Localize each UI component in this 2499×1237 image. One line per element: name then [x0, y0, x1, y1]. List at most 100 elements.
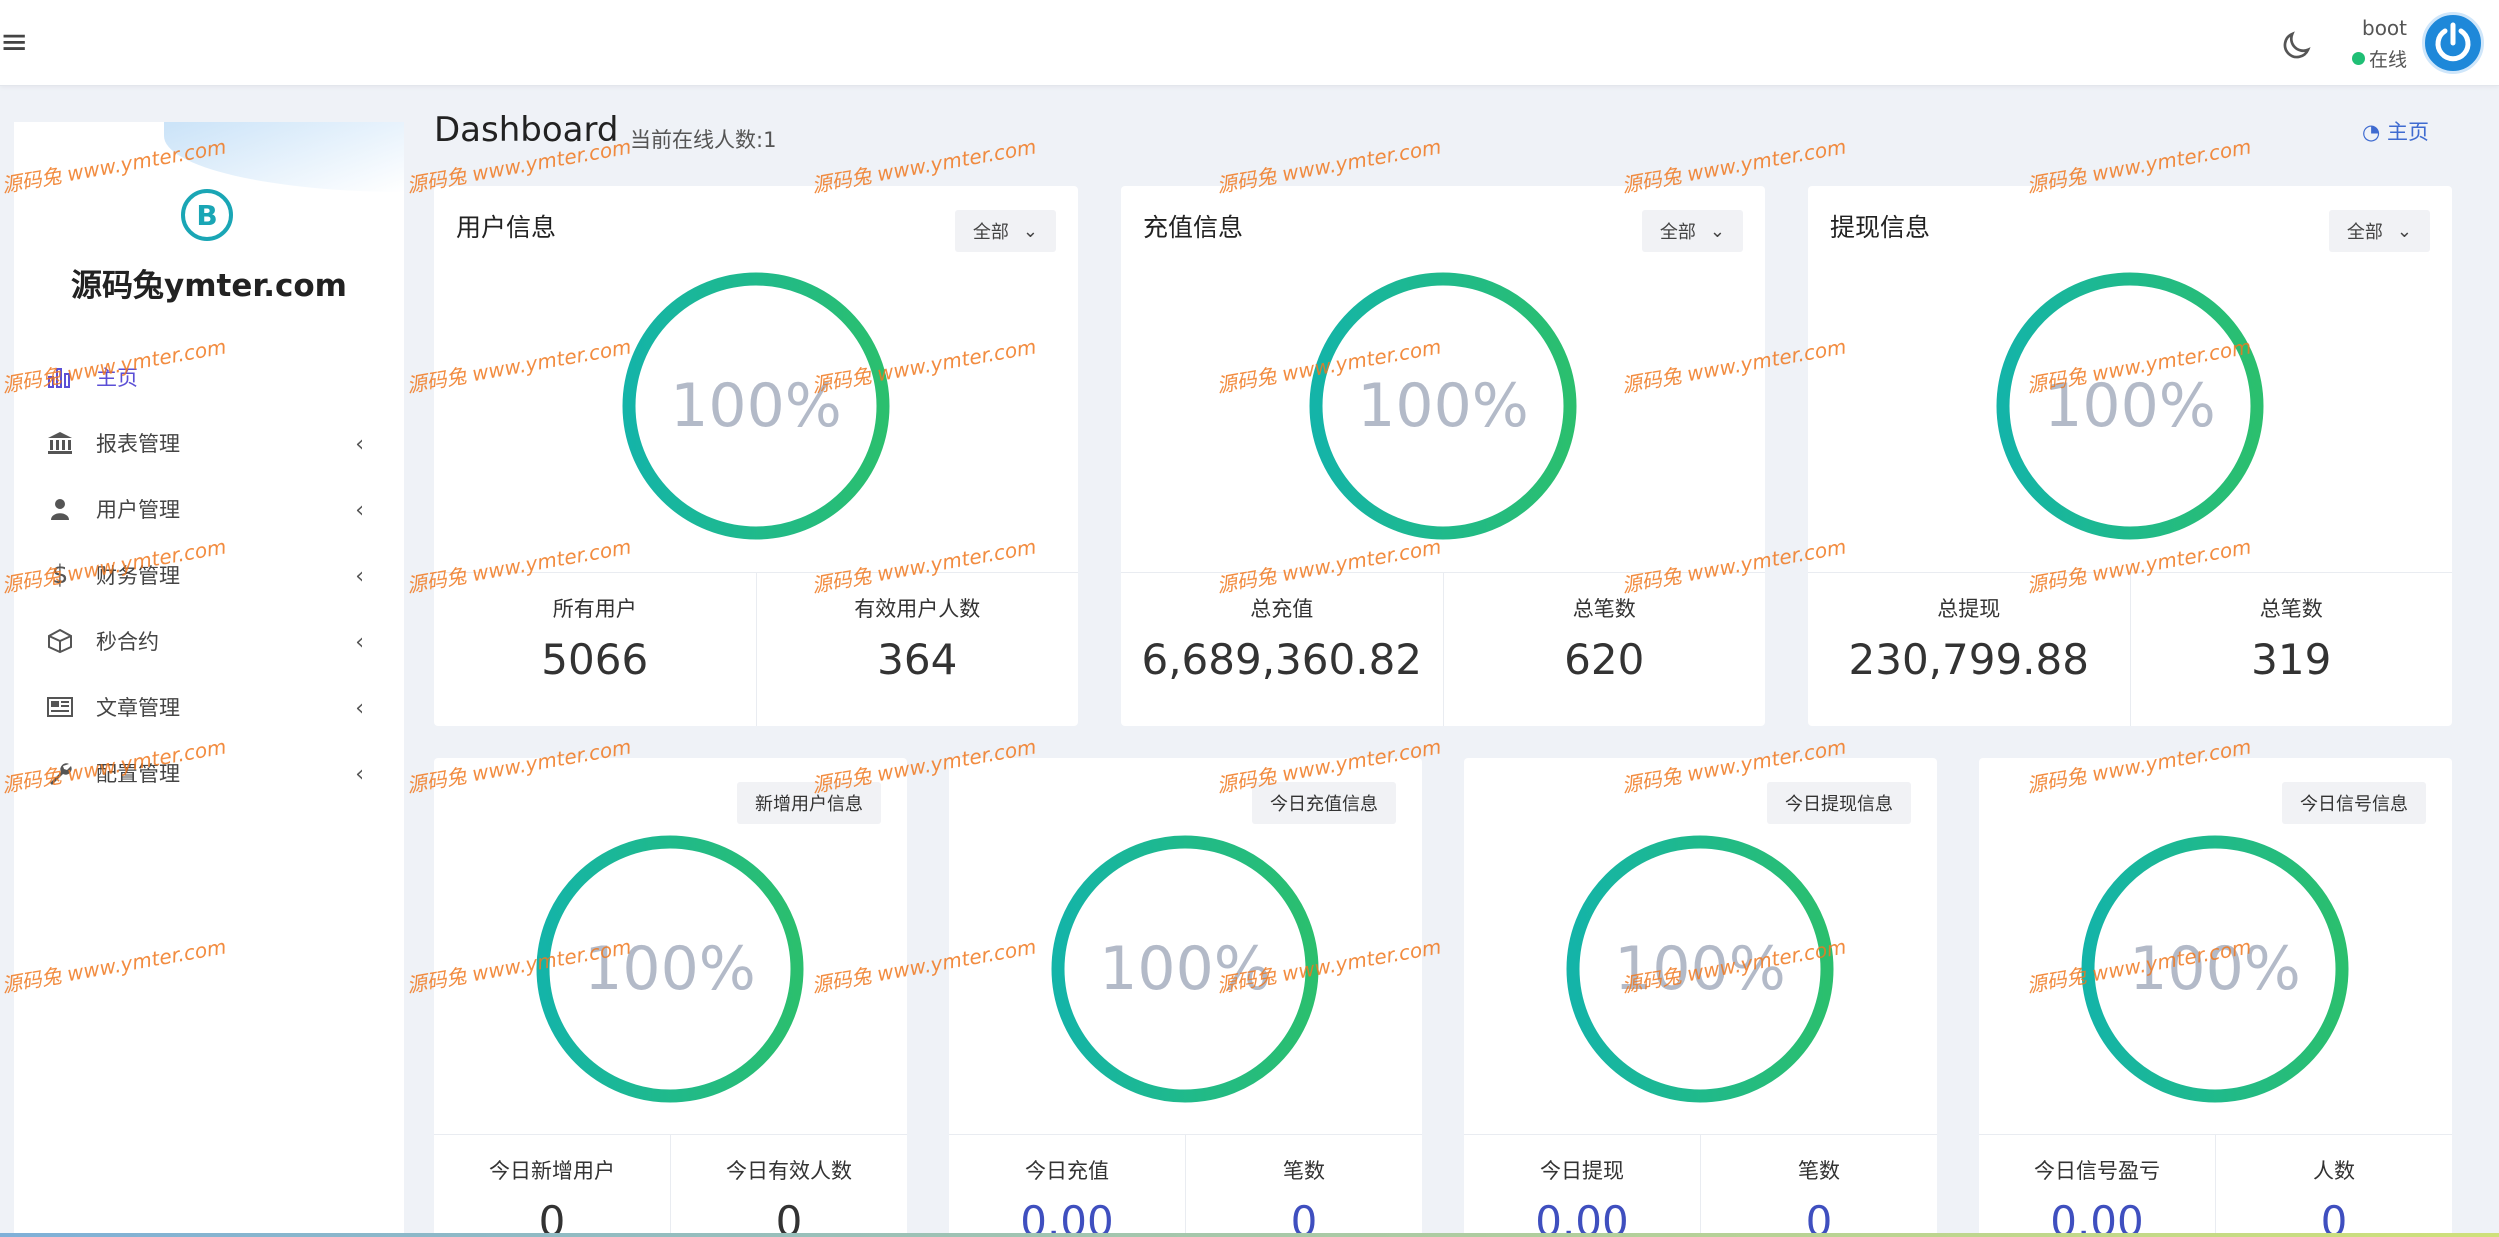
sidebar-item-label: 报表管理 [96, 432, 180, 456]
card-tag-button[interactable]: 今日充值信息 [1252, 782, 1396, 824]
breadcrumb-home[interactable]: 主页 [2387, 120, 2430, 144]
chevron-left-icon: ‹ [355, 762, 364, 787]
card-tag-label: 今日充值信息 [1270, 794, 1378, 815]
avatar[interactable] [2422, 12, 2484, 74]
stat: 总充值 6,689,360.82 [1121, 573, 1443, 726]
stat: 笔数 0 [1700, 1135, 1937, 1237]
sidebar-item-label: 财务管理 [96, 564, 180, 588]
card-tag-button[interactable]: 今日信号信息 [2282, 782, 2426, 824]
progress-label: 100% [2044, 371, 2216, 441]
chevron-down-icon: ⌄ [2396, 220, 2412, 242]
chevron-left-icon: ‹ [355, 564, 364, 589]
stats-row: 今日新增用户 0 今日有效人数 0 [434, 1134, 907, 1237]
sidebar-item-label: 秒合约 [96, 630, 159, 654]
sidebar-item-contracts[interactable]: 秒合约 ‹ [14, 608, 404, 674]
stat-value: 0 [538, 1197, 566, 1237]
sidebar-item-label: 用户管理 [96, 498, 180, 522]
chevron-left-icon: ‹ [355, 696, 364, 721]
sidebar-item-finance[interactable]: $ 财务管理 ‹ [14, 542, 404, 608]
stats-row: 今日充值 0.00 笔数 0 [949, 1134, 1422, 1237]
stat-label: 总充值 [1250, 597, 1314, 621]
card-title: 提现信息 [1830, 213, 1931, 242]
stat-label: 笔数 [1798, 1159, 1840, 1183]
progress-label: 100% [670, 371, 842, 441]
stat-value: 5066 [541, 635, 649, 684]
card-today-signal: 今日信号信息 100% 今日信号盈亏 0.00 人数 0 [1979, 758, 2452, 1237]
chevron-left-icon: ‹ [355, 630, 364, 655]
card-tag-label: 今日提现信息 [1785, 794, 1893, 815]
user-name[interactable]: boot [2362, 16, 2408, 40]
stat: 总笔数 319 [2129, 573, 2453, 726]
progress-ring [2080, 834, 2350, 1104]
stat-label: 今日信号盈亏 [2034, 1159, 2160, 1183]
newspaper-icon [46, 693, 74, 721]
stat: 所有用户 5066 [434, 573, 756, 726]
stat-value: 0.00 [2050, 1197, 2144, 1237]
card-tag-button[interactable]: 今日提现信息 [1767, 782, 1911, 824]
stats-row: 所有用户 5066 有效用户人数 364 [434, 572, 1078, 726]
range-select-value: 全部 [1659, 222, 1696, 243]
stats-row: 今日信号盈亏 0.00 人数 0 [1979, 1134, 2452, 1237]
stat-label: 今日有效人数 [726, 1159, 852, 1183]
sidebar-item-label: 主页 [96, 366, 138, 390]
stat: 今日有效人数 0 [670, 1135, 907, 1237]
card-withdraw-info: 提现信息 全部 ⌄ 100% 总提现 230,799.88 总笔数 319 [1808, 186, 2452, 726]
stat: 人数 0 [2215, 1135, 2452, 1237]
online-status-dot [2352, 52, 2365, 65]
progress-label: 100% [1357, 371, 1529, 441]
progress-label: 100% [1614, 934, 1786, 1004]
chevron-down-icon: ⌄ [1709, 220, 1725, 242]
stat-value: 0 [1290, 1197, 1318, 1237]
stat-label: 总提现 [1937, 597, 2001, 621]
card-today-withdraw: 今日提现信息 100% 今日提现 0.00 笔数 0 [1464, 758, 1937, 1237]
moon-icon[interactable] [2278, 28, 2314, 64]
card-user-info: 用户信息 全部 ⌄ 100% 所有用户 5066 有效用户人数 364 [434, 186, 1078, 726]
card-today-recharge: 今日充值信息 100% 今日充值 0.00 笔数 0 [949, 758, 1422, 1237]
progress-ring [621, 271, 891, 541]
sidebar-item-articles[interactable]: 文章管理 ‹ [14, 674, 404, 740]
stats-row: 总提现 230,799.88 总笔数 319 [1808, 572, 2452, 726]
progress-ring [1565, 834, 1835, 1104]
range-select[interactable]: 全部 ⌄ [2328, 210, 2430, 252]
hamburger-icon[interactable]: ≡ [0, 22, 29, 62]
online-status-text: 在线 [2369, 49, 2408, 71]
progress-ring [1308, 271, 1578, 541]
power-icon [2435, 22, 2471, 62]
stat-value: 0 [1805, 1197, 1833, 1237]
breadcrumb[interactable]: ◔ 主页 [2362, 116, 2429, 146]
bank-icon [46, 429, 74, 457]
chevron-left-icon: ‹ [355, 498, 364, 523]
range-select[interactable]: 全部 ⌄ [1641, 210, 1743, 252]
range-select-value: 全部 [972, 222, 1009, 243]
stats-row: 总充值 6,689,360.82 总笔数 620 [1121, 572, 1765, 726]
progress-ring [535, 834, 805, 1104]
card-tag-button[interactable]: 新增用户信息 [737, 782, 881, 824]
stat-label: 今日充值 [1025, 1159, 1109, 1183]
stat-label: 今日提现 [1540, 1159, 1624, 1183]
stat: 今日提现 0.00 [1464, 1135, 1700, 1237]
sidebar-item-label: 文章管理 [96, 696, 180, 720]
stat-value: 0.00 [1020, 1197, 1114, 1237]
chevron-left-icon: ‹ [355, 432, 364, 457]
sidebar-item-home[interactable]: 主页 [14, 344, 404, 410]
cube-icon [46, 627, 74, 655]
stat-label: 所有用户 [552, 597, 637, 621]
stat-value: 230,799.88 [1848, 635, 2089, 684]
stat-label: 笔数 [1283, 1159, 1325, 1183]
page-header: Dashboard 当前在线人数:1 [434, 110, 776, 152]
stat-value: 319 [2251, 635, 2332, 684]
range-select[interactable]: 全部 ⌄ [954, 210, 1056, 252]
stat-label: 今日新增用户 [489, 1159, 615, 1183]
stat-label: 总笔数 [1572, 597, 1636, 621]
card-new-users: 新增用户信息 100% 今日新增用户 0 今日有效人数 0 [434, 758, 907, 1237]
stat: 今日新增用户 0 [434, 1135, 670, 1237]
sidebar-item-reports[interactable]: 报表管理 ‹ [14, 410, 404, 476]
card-title: 用户信息 [456, 213, 557, 242]
stat-value: 0 [2320, 1197, 2348, 1237]
progress-label: 100% [584, 934, 756, 1004]
sidebar-item-config[interactable]: 配置管理 ‹ [14, 740, 404, 806]
dollar-icon: $ [51, 560, 69, 590]
sidebar-item-users[interactable]: 用户管理 ‹ [14, 476, 404, 542]
range-select-value: 全部 [2346, 222, 2383, 243]
dashboard-icon: ◔ [2362, 120, 2381, 144]
